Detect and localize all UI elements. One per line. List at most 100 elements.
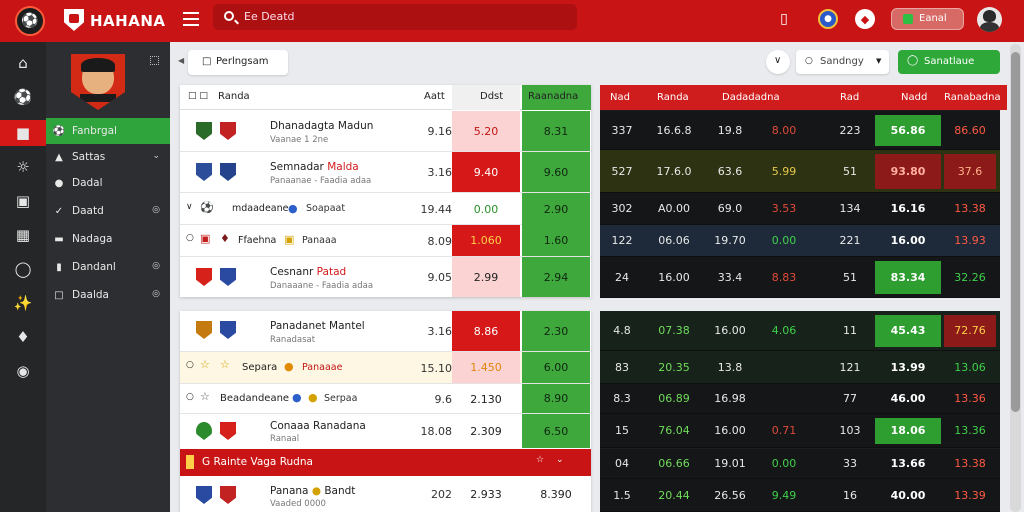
sidebar-item-5[interactable]: ▬ Nadaga [46,226,170,252]
odds-cell[interactable]: 0.00 [771,234,797,247]
section-banner[interactable]: G Rainte Vaga Rudna ☆ ⌄ [180,449,591,476]
odds-cell[interactable]: 07.38 [658,324,690,337]
table-row[interactable]: ∨ ⚽ mdaadeane ● Soapaat 19.44 0.00 2.90 [180,193,590,225]
table-row[interactable]: 337 16.6.8 19.8 8.00 223 56.86 86.60 [600,111,1000,150]
odds-cell[interactable]: 302 [611,202,633,215]
brand-name[interactable]: HAHANA [90,12,166,30]
table-row[interactable]: 83 20.35 13.8 121 13.99 13.06 [600,351,1000,384]
avatar-icon[interactable] [977,7,1002,32]
odd-value[interactable]: 5.20 [452,111,520,151]
odds-cell[interactable]: 8.3 [613,392,631,405]
odd-value[interactable]: 18.08 [420,424,453,438]
user-icon[interactable]: ◯ [14,260,32,278]
odds-cell[interactable]: 83.34 [875,261,941,294]
odds-cell[interactable]: 8.00 [771,123,797,137]
odd-value[interactable]: 6.50 [522,414,590,448]
odds-cell[interactable]: 56.86 [875,115,941,146]
table-row[interactable]: 1.5 20.44 26.56 9.49 16 40.00 13.39 [600,479,1000,512]
table-row[interactable]: ○ ▣ ♦ Ffaehna ▣ Panaaa 8.09 1.060 1.60 [180,225,590,257]
odd-value[interactable]: 2.933 [470,487,502,501]
table-row[interactable]: ○ ☆ ☆ Separa ● Panaaae 15.10 1.450 6.00 [180,352,590,384]
odd-value[interactable]: 6.00 [522,352,590,383]
odds-cell[interactable]: 13.38 [954,202,986,215]
table-row[interactable]: 04 06.66 19.01 0.00 33 13.66 13.38 [600,449,1000,479]
chat-icon[interactable]: ☼ [16,158,30,176]
odds-cell[interactable]: 26.56 [714,488,746,502]
odds-cell[interactable]: 121 [839,360,861,374]
filter-button[interactable]: ∨ [766,50,790,74]
odd-value[interactable]: 9.6 [434,392,453,406]
odd-value[interactable]: 8.09 [427,234,453,248]
odds-cell[interactable]: 06.89 [658,392,690,405]
scrollbar-thumb[interactable] [1011,52,1020,412]
odds-cell[interactable]: 06.66 [658,457,690,470]
search-input[interactable]: Ee Deatd [213,4,577,30]
odds-cell[interactable]: 13.66 [890,457,926,470]
odds-cell[interactable]: 13.99 [890,360,926,374]
odds-cell[interactable]: 13.38 [954,457,986,470]
odds-cell[interactable]: 13.8 [717,360,743,374]
action-button[interactable]: ◯ Sanatlaue [898,50,1000,74]
table-row[interactable]: 302 A0.00 69.0 3.53 134 16.16 13.38 [600,193,1000,225]
tools-icon[interactable]: ✨ [13,294,33,312]
odds-cell[interactable]: 45.43 [875,315,941,347]
odds-cell[interactable]: 33 [843,457,857,470]
odds-cell[interactable]: 16.00 [714,424,746,437]
odd-value[interactable]: 202 [431,487,452,501]
odds-cell[interactable]: 86.60 [954,123,986,137]
sidebar-item-4[interactable]: ✓ Daatd ◎ [46,198,170,224]
odds-cell[interactable]: 19.01 [714,457,746,470]
odd-value[interactable]: 1.060 [452,225,520,256]
table-row[interactable]: ○ ☆ Beadandeane ● ● Serpaa 9.6 2.130 8.9… [180,384,590,414]
casino-icon[interactable]: ■ [0,120,46,146]
odds-cell[interactable]: 13.36 [954,392,986,405]
table-row[interactable]: 15 76.04 16.00 0.71 103 18.06 13.36 [600,414,1000,448]
odd-value[interactable]: 3.16 [427,165,453,179]
table-row[interactable]: 8.3 06.89 16.98 77 46.00 13.36 [600,384,1000,414]
odds-cell[interactable]: 16.6.8 [656,123,692,137]
odds-cell[interactable]: 16.00 [890,234,926,247]
odds-cell[interactable]: A0.00 [657,202,691,215]
table-row[interactable]: 24 16.00 33.4 8.83 51 83.34 32.26 [600,257,1000,298]
odd-value[interactable]: 19.44 [420,202,453,216]
odds-cell[interactable]: 221 [839,234,861,247]
shop-icon[interactable]: ▯ [780,11,788,27]
odd-value[interactable]: 2.30 [522,311,590,351]
odds-cell[interactable]: 223 [839,123,861,137]
odds-cell[interactable]: 11 [843,324,857,337]
odds-cell[interactable]: 9.49 [771,488,797,502]
odds-cell[interactable]: 337 [611,123,633,137]
grid-icon[interactable] [150,56,159,65]
odds-cell[interactable]: 16 [843,488,857,502]
menu-icon[interactable] [183,12,199,26]
odds-cell[interactable]: 19.8 [717,123,743,137]
odd-value[interactable]: 2.94 [522,257,590,297]
odd-value[interactable]: 2.130 [470,392,502,406]
odds-cell[interactable]: 20.35 [658,360,690,374]
logo-icon[interactable]: ⚽ [15,6,45,36]
home-icon[interactable]: ⌂ [18,54,28,72]
odds-cell[interactable]: 20.44 [658,488,690,502]
odds-cell[interactable]: 13.93 [954,234,986,247]
odds-cell[interactable]: 16.00 [714,324,746,337]
odds-cell[interactable]: 15 [615,424,629,437]
puzzle-icon[interactable]: ♦ [16,328,30,346]
odds-cell[interactable]: 16.00 [658,270,690,284]
sidebar-item-7[interactable]: □ Daalda ◎ [46,282,170,308]
odds-cell[interactable]: 72.76 [944,315,996,347]
odds-cell[interactable]: 63.6 [717,164,743,178]
badge-icon[interactable]: ◉ [16,362,30,380]
odds-cell[interactable]: 0.00 [771,457,797,470]
sidebar-item-3[interactable]: ● Dadal [46,170,170,196]
odd-value[interactable]: 2.90 [522,193,590,225]
odds-cell[interactable]: 77 [843,392,857,405]
odds-cell[interactable]: 40.00 [890,488,926,502]
odds-cell[interactable]: 103 [839,424,861,437]
odds-cell[interactable]: 13.06 [954,360,986,374]
odds-cell[interactable]: 527 [611,164,633,178]
odds-cell[interactable]: 06.06 [658,234,690,247]
table-row[interactable]: Panana ● Bandt Vaaded 0000 202 2.933 8.3… [180,477,590,512]
odd-value[interactable]: 9.60 [522,152,590,192]
sidebar-item-6[interactable]: ▮ Dandanl ◎ [46,254,170,280]
table-row[interactable]: Dhanadagta Madun Vaanae 1 2ne 9.16 5.20 … [180,111,590,152]
